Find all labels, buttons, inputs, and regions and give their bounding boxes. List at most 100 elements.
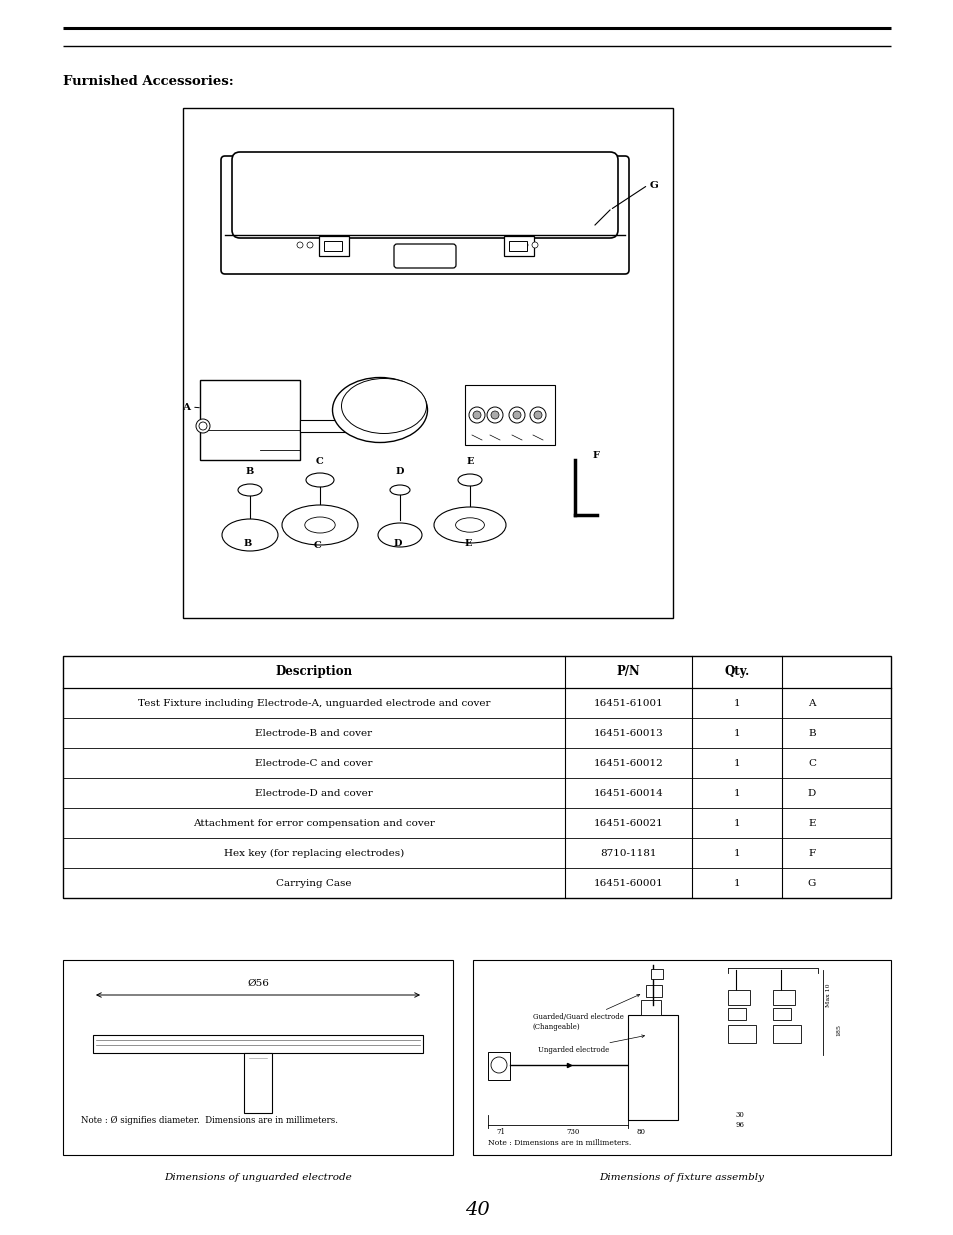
Circle shape xyxy=(530,408,545,424)
FancyBboxPatch shape xyxy=(318,236,349,256)
Text: D: D xyxy=(807,788,815,798)
Text: Electrode-B and cover: Electrode-B and cover xyxy=(255,729,373,737)
Circle shape xyxy=(491,1057,506,1073)
Text: Guarded/Guard electrode
(Changeable): Guarded/Guard electrode (Changeable) xyxy=(533,994,639,1030)
Text: 16451-61001: 16451-61001 xyxy=(593,699,662,708)
Text: Note : Dimensions are in millimeters.: Note : Dimensions are in millimeters. xyxy=(488,1139,631,1147)
Circle shape xyxy=(307,242,313,248)
Bar xyxy=(727,990,749,1005)
Bar xyxy=(244,1053,272,1113)
Text: 30: 30 xyxy=(735,1112,743,1119)
Text: C: C xyxy=(807,758,815,767)
Text: 96: 96 xyxy=(735,1121,743,1129)
Text: Carrying Case: Carrying Case xyxy=(276,878,352,888)
Ellipse shape xyxy=(390,485,410,495)
Text: C: C xyxy=(315,457,323,467)
Text: Hex key (for replacing electrodes): Hex key (for replacing electrodes) xyxy=(224,848,404,857)
Text: E: E xyxy=(464,538,471,547)
Text: B: B xyxy=(807,729,815,737)
Circle shape xyxy=(296,242,303,248)
Ellipse shape xyxy=(434,508,505,543)
Text: 16451-60014: 16451-60014 xyxy=(593,788,662,798)
Text: P/N: P/N xyxy=(616,666,639,678)
Bar xyxy=(355,429,375,435)
Bar xyxy=(488,1052,510,1079)
Text: 8710-1181: 8710-1181 xyxy=(599,848,656,857)
Bar xyxy=(627,1015,678,1120)
Ellipse shape xyxy=(222,519,277,551)
Text: E: E xyxy=(807,819,815,827)
Bar xyxy=(650,969,662,979)
Bar xyxy=(772,1025,801,1044)
Circle shape xyxy=(469,408,484,424)
Bar xyxy=(92,1035,422,1053)
Bar xyxy=(772,990,794,1005)
Text: 1: 1 xyxy=(733,788,740,798)
Ellipse shape xyxy=(333,378,427,442)
Bar xyxy=(63,656,890,898)
Text: Qty.: Qty. xyxy=(723,666,749,678)
Text: 730: 730 xyxy=(566,1128,579,1136)
Text: G: G xyxy=(649,180,659,189)
Bar xyxy=(375,432,387,437)
Text: 16451-60001: 16451-60001 xyxy=(593,878,662,888)
Text: A: A xyxy=(182,403,190,411)
Circle shape xyxy=(521,242,527,248)
Bar xyxy=(640,1000,660,1015)
Bar xyxy=(772,1008,790,1020)
FancyBboxPatch shape xyxy=(232,152,618,238)
Text: Dimensions of fixture assembly: Dimensions of fixture assembly xyxy=(598,1172,763,1182)
Text: 1: 1 xyxy=(733,878,740,888)
Text: B: B xyxy=(244,538,252,547)
Text: Description: Description xyxy=(275,666,353,678)
Bar xyxy=(324,241,341,251)
Text: 1: 1 xyxy=(733,729,740,737)
Ellipse shape xyxy=(282,505,357,545)
Text: Electrode-C and cover: Electrode-C and cover xyxy=(255,758,373,767)
Ellipse shape xyxy=(199,422,207,430)
Text: B: B xyxy=(246,468,253,477)
Text: 40: 40 xyxy=(464,1200,489,1219)
Ellipse shape xyxy=(457,474,481,487)
Circle shape xyxy=(509,408,524,424)
Text: 1: 1 xyxy=(733,758,740,767)
Bar xyxy=(509,241,526,251)
Text: F: F xyxy=(807,848,815,857)
Text: 1: 1 xyxy=(733,699,740,708)
Circle shape xyxy=(532,242,537,248)
Text: F: F xyxy=(593,451,599,459)
Bar xyxy=(727,1008,745,1020)
Ellipse shape xyxy=(377,522,421,547)
Text: 1: 1 xyxy=(733,819,740,827)
Circle shape xyxy=(486,408,502,424)
Text: 71: 71 xyxy=(496,1128,505,1136)
Text: Furnished Accessories:: Furnished Accessories: xyxy=(63,75,233,88)
Bar xyxy=(200,380,299,459)
Bar xyxy=(645,986,661,997)
Bar xyxy=(727,1025,755,1044)
Ellipse shape xyxy=(306,473,334,487)
Text: D: D xyxy=(395,468,404,477)
Circle shape xyxy=(491,411,498,419)
Text: 185: 185 xyxy=(835,1024,841,1036)
Text: Dimensions of unguarded electrode: Dimensions of unguarded electrode xyxy=(164,1172,352,1182)
Text: D: D xyxy=(394,538,402,547)
FancyBboxPatch shape xyxy=(394,245,456,268)
Text: Note : Ø signifies diameter.  Dimensions are in millimeters.: Note : Ø signifies diameter. Dimensions … xyxy=(81,1115,337,1125)
Text: Ungarded electrode: Ungarded electrode xyxy=(537,1035,644,1053)
Text: Max 10: Max 10 xyxy=(825,983,830,1007)
Text: 16451-60021: 16451-60021 xyxy=(593,819,662,827)
Circle shape xyxy=(473,411,480,419)
Text: Electrode-D and cover: Electrode-D and cover xyxy=(254,788,373,798)
Text: 16451-60013: 16451-60013 xyxy=(593,729,662,737)
Ellipse shape xyxy=(456,517,484,532)
Ellipse shape xyxy=(237,484,262,496)
Text: A: A xyxy=(807,699,815,708)
Text: E: E xyxy=(466,457,474,467)
Text: Test Fixture including Electrode-A, unguarded electrode and cover: Test Fixture including Electrode-A, ungu… xyxy=(137,699,490,708)
Text: C: C xyxy=(314,541,321,550)
Bar xyxy=(464,385,555,445)
Text: G: G xyxy=(807,878,816,888)
Circle shape xyxy=(534,411,541,419)
Text: 16451-60012: 16451-60012 xyxy=(593,758,662,767)
